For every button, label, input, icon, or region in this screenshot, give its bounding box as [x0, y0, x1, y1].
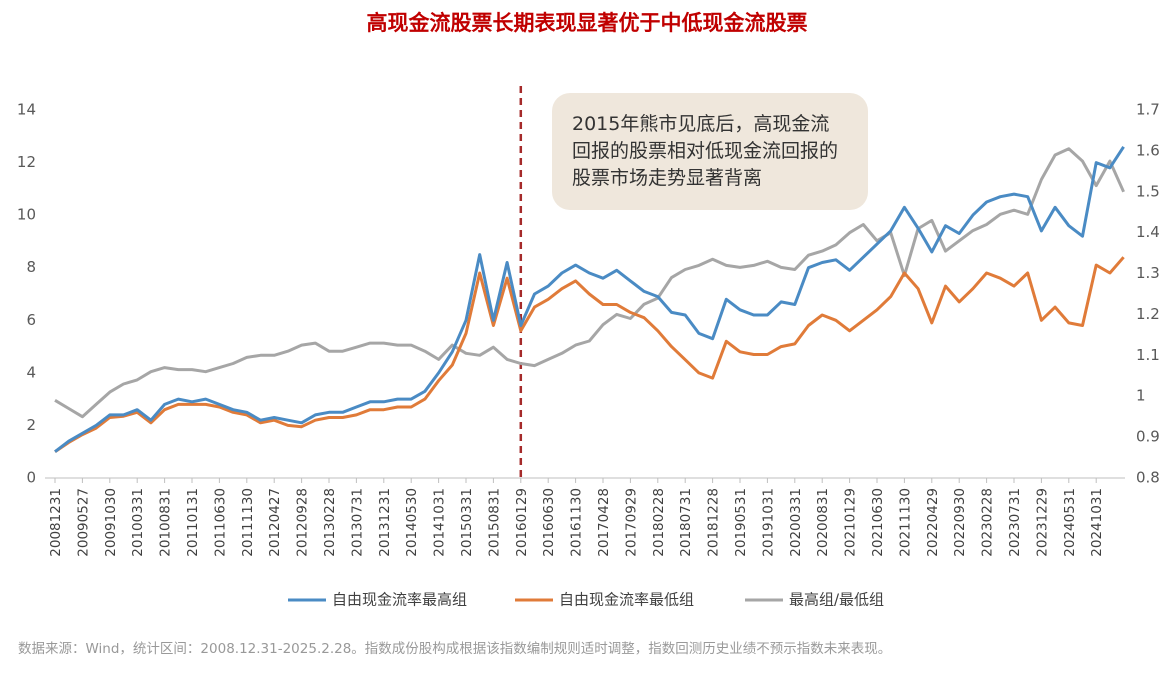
x-tick-label: 20100831 — [158, 488, 174, 557]
x-tick-label: 20210630 — [870, 488, 886, 557]
x-tick-label: 20140530 — [404, 488, 420, 557]
x-tick-label: 20241031 — [1089, 488, 1105, 557]
y2-tick-label: 1.1 — [1136, 346, 1160, 364]
legend-label: 自由现金流率最高组 — [332, 591, 467, 609]
y2-tick-label: 1.6 — [1136, 141, 1160, 159]
annotation: 2015年熊市见底后，高现金流回报的股票相对低现金流回报的股票市场走势显著背离 — [552, 93, 868, 210]
x-tick-label: 20220930 — [952, 488, 968, 557]
source-note: 数据来源：Wind，统计区间：2008.12.31-2025.2.28。指数成份… — [18, 641, 892, 657]
x-tick-label: 20091030 — [103, 488, 119, 557]
x-tick-label: 20200331 — [788, 488, 804, 557]
y-tick-label: 14 — [17, 101, 36, 119]
x-tick-label: 20130731 — [349, 488, 365, 557]
x-tick-label: 20170929 — [623, 488, 639, 557]
y2-tick-label: 0.9 — [1136, 428, 1160, 446]
x-tick-label: 20181228 — [706, 488, 722, 557]
y-tick-label: 0 — [26, 469, 36, 487]
x-tick-label: 20220429 — [925, 488, 941, 557]
x-tick-label: 20160630 — [541, 488, 557, 557]
x-tick-label: 20081231 — [48, 488, 64, 557]
x-tick-label: 20180228 — [651, 488, 667, 557]
y-tick-label: 10 — [17, 206, 36, 224]
x-tick-label: 20100331 — [130, 488, 146, 557]
x-tick-label: 20141031 — [432, 488, 448, 557]
x-tick-label: 20190531 — [733, 488, 749, 557]
x-tick-label: 20240531 — [1062, 488, 1078, 557]
x-tick-label: 20110630 — [212, 488, 228, 557]
x-tick-label: 20161130 — [569, 488, 585, 557]
x-tick-label: 20120427 — [267, 488, 283, 557]
x-tick-label: 20231229 — [1034, 488, 1050, 557]
legend-label: 自由现金流率最低组 — [559, 591, 694, 609]
y-tick-label: 6 — [26, 311, 36, 329]
x-tick-label: 20120928 — [295, 488, 311, 557]
x-tick-label: 20230731 — [1007, 488, 1023, 557]
x-tick-label: 20090527 — [75, 488, 91, 557]
chart-title: 高现金流股票长期表现显著优于中低现金流股票 — [367, 11, 808, 35]
x-tick-label: 20191031 — [760, 488, 776, 557]
y2-tick-label: 1.4 — [1136, 223, 1160, 241]
y-tick-label: 12 — [17, 153, 36, 171]
x-tick-label: 20230228 — [980, 488, 996, 557]
series-line — [54, 145, 1125, 453]
y2-tick-label: 0.8 — [1136, 469, 1160, 487]
x-tick-label: 20170428 — [596, 488, 612, 557]
y2-tick-label: 1 — [1136, 387, 1146, 405]
x-tick-label: 20210129 — [843, 488, 859, 557]
y2-tick-label: 1.5 — [1136, 182, 1160, 200]
y-tick-label: 8 — [26, 258, 36, 276]
y2-tick-label: 1.7 — [1136, 101, 1160, 119]
y-tick-label: 2 — [26, 416, 36, 434]
x-tick-label: 20180731 — [678, 488, 694, 557]
series-line — [54, 256, 1125, 453]
y-tick-label: 4 — [26, 363, 36, 381]
x-tick-label: 20110131 — [185, 488, 201, 557]
x-tick-label: 20150831 — [486, 488, 502, 557]
legend-label: 最高组/最低组 — [789, 591, 884, 609]
y2-tick-label: 1.2 — [1136, 305, 1160, 323]
x-tick-label: 20130228 — [322, 488, 338, 557]
x-tick-label: 20150331 — [459, 488, 475, 557]
x-tick-label: 20111130 — [240, 488, 256, 557]
y2-tick-label: 1.3 — [1136, 264, 1160, 282]
x-tick-label: 20211130 — [897, 488, 913, 557]
x-tick-label: 20200831 — [815, 488, 831, 557]
series-line — [54, 147, 1125, 419]
x-tick-label: 20160129 — [514, 488, 530, 557]
x-tick-label: 20131231 — [377, 488, 393, 557]
